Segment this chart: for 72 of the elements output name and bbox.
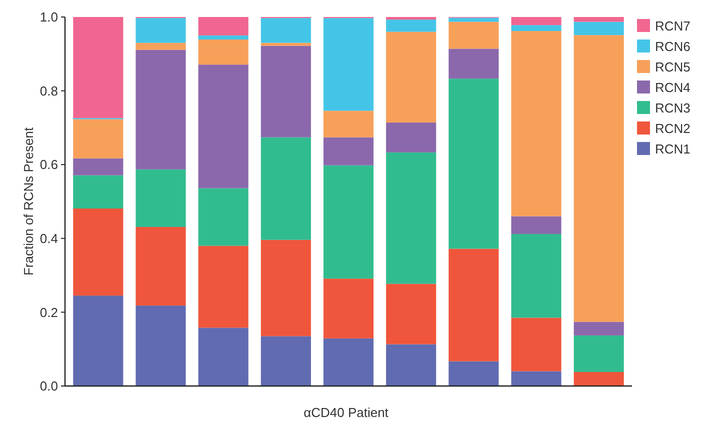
bar: [198, 17, 248, 36]
legend-label: RCN7: [655, 18, 690, 34]
bar: [73, 208, 124, 296]
bar: [386, 344, 436, 386]
bar: [386, 152, 436, 284]
bar: [323, 18, 374, 111]
bar: [260, 137, 311, 240]
bar: [386, 284, 436, 344]
bar: [323, 137, 374, 166]
bar: [574, 35, 624, 322]
bar: [511, 216, 562, 234]
y-tick-label: 1.0: [40, 10, 58, 25]
bar: [448, 248, 499, 362]
x-axis-title: αCD40 Patient: [304, 405, 389, 420]
bar: [574, 335, 624, 372]
bar: [260, 240, 311, 336]
bar: [574, 22, 624, 36]
bar: [511, 234, 562, 318]
bar: [73, 119, 124, 158]
bar: [386, 122, 436, 152]
y-tick-label: 0.0: [40, 378, 58, 394]
bar: [260, 18, 311, 43]
bar: [448, 78, 499, 249]
legend-label: RCN1: [655, 142, 690, 157]
bar: [136, 306, 186, 386]
bar: [198, 40, 248, 65]
bar: [260, 46, 311, 138]
bar: [260, 336, 311, 386]
bar: [448, 48, 499, 79]
y-tick-label: 0.2: [40, 304, 58, 320]
legend-label: RCN5: [655, 60, 690, 75]
bar: [198, 35, 248, 40]
y-axis-title: Fraction of RCNs Present: [21, 127, 36, 276]
bar: [448, 18, 499, 22]
bar: [511, 31, 562, 216]
legend-label: RCN6: [655, 39, 690, 54]
legend-label: RCN3: [655, 100, 690, 116]
bar: [198, 188, 248, 246]
bar: [73, 296, 124, 386]
bar: [198, 246, 248, 328]
bar: [73, 17, 124, 118]
bar: [136, 50, 186, 170]
bar: [136, 42, 186, 50]
bar: [198, 328, 248, 386]
bar: [574, 17, 624, 22]
bar: [511, 17, 562, 26]
bar: [448, 22, 499, 49]
bar: [574, 372, 624, 386]
bar: [73, 175, 124, 209]
bar: [323, 165, 374, 279]
bar: [260, 42, 311, 46]
legend-label: RCN4: [655, 80, 690, 96]
bar: [136, 226, 186, 306]
bar: [386, 20, 436, 32]
bar: [323, 110, 374, 138]
bar: [136, 18, 186, 43]
bar: [574, 322, 624, 336]
bar: [448, 361, 499, 386]
bar: [386, 32, 436, 123]
bar: [511, 25, 562, 32]
y-tick-label: 0.6: [40, 157, 58, 172]
bar: [511, 318, 562, 372]
bar: [136, 169, 186, 227]
y-tick-label: 0.8: [40, 83, 58, 98]
bar: [511, 371, 562, 386]
legend-label: RCN2: [655, 121, 690, 136]
bar: [323, 278, 374, 338]
bar: [198, 64, 248, 188]
y-tick-label: 0.4: [40, 230, 58, 246]
bar: [73, 158, 124, 176]
bar: [386, 17, 436, 20]
bar: [323, 338, 374, 386]
